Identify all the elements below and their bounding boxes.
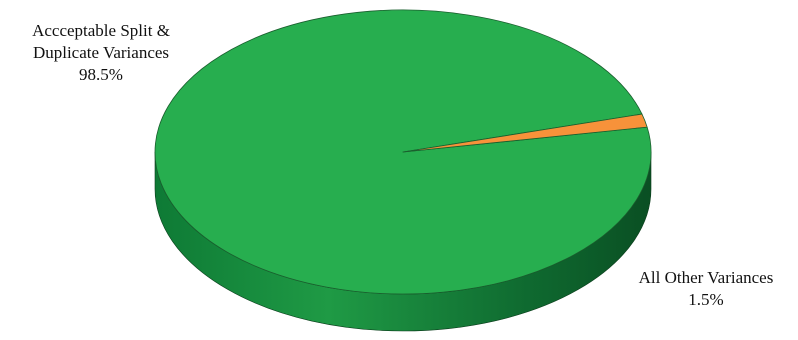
slice-label-line: All Other Variances	[638, 268, 774, 287]
slice-percent: 1.5%	[688, 290, 724, 309]
pie-top-group	[154, 9, 652, 295]
slice-label-acceptable-split-duplicate: Accceptable Split & Duplicate Variances …	[0, 20, 202, 86]
slice-percent: 98.5%	[79, 65, 123, 84]
pie-slice-all-other-variances	[402, 113, 648, 153]
slice-label-all-other-variances: All Other Variances 1.5%	[610, 267, 798, 311]
slice-label-line: Duplicate Variances	[32, 43, 170, 62]
slice-label-line: Accceptable Split &	[32, 21, 170, 40]
